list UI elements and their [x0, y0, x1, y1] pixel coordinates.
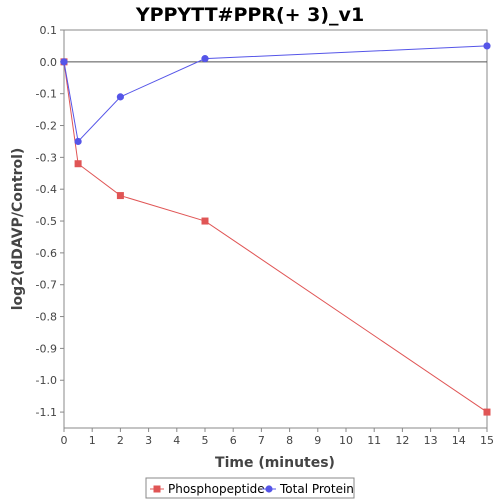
- x-tick-label: 14: [452, 434, 466, 447]
- legend-box: [145, 477, 355, 499]
- x-tick-label: 3: [145, 434, 152, 447]
- legend-label: Total Protein: [279, 482, 354, 496]
- data-point: [116, 93, 124, 101]
- data-point: [483, 42, 491, 50]
- x-axis: 0 1 2 3 4 5 6 7 8 9 10 11 12 13 14 15: [61, 428, 494, 447]
- y-tick-label: 0.0: [40, 56, 58, 69]
- legend-item: Phosphopeptide: [150, 482, 265, 496]
- x-tick-label: 13: [424, 434, 438, 447]
- y-tick-label: -0.9: [36, 342, 57, 355]
- data-point: [483, 408, 491, 416]
- y-tick-label: -0.1: [36, 88, 57, 101]
- y-tick-label: -0.5: [36, 215, 57, 228]
- x-tick-label: 2: [117, 434, 124, 447]
- x-tick-label: 4: [173, 434, 180, 447]
- x-tick-label: 12: [395, 434, 409, 447]
- plot-area: [63, 29, 488, 429]
- y-axis: 0.1 0.0 -0.1 -0.2 -0.3 -0.4 -0.5 -0.6 -0.7 -0.8 -0…: [36, 24, 64, 419]
- y-tick-label: -0.2: [36, 120, 57, 133]
- y-tick-label: -0.4: [36, 183, 57, 196]
- legend-item: Total Protein: [262, 482, 354, 496]
- data-point: [60, 58, 68, 66]
- y-tick-label: 0.1: [40, 24, 58, 37]
- x-tick-label: 1: [89, 434, 96, 447]
- data-point: [201, 55, 209, 63]
- data-point: [201, 217, 209, 225]
- y-tick-label: -1.1: [36, 406, 57, 419]
- y-tick-label: -0.6: [36, 247, 57, 260]
- y-tick-label: -1.0: [36, 374, 57, 387]
- legend-marker: [153, 485, 161, 493]
- y-tick-label: -0.7: [36, 279, 57, 292]
- x-tick-label: 0: [61, 434, 68, 447]
- x-tick-label: 8: [286, 434, 293, 447]
- legend-label: Phosphopeptide: [168, 482, 265, 496]
- data-point: [74, 137, 82, 146]
- legend-marker: [265, 485, 273, 493]
- x-tick-label: 10: [339, 434, 353, 447]
- x-tick-label: 6: [230, 434, 237, 447]
- series-layer: [60, 42, 491, 416]
- x-axis-label: Time (minutes): [215, 455, 335, 471]
- series-total-protein: [60, 42, 491, 146]
- x-tick-label: 9: [314, 434, 321, 447]
- data-point: [74, 160, 82, 168]
- x-tick-label: 5: [202, 434, 209, 447]
- y-tick-label: -0.8: [36, 311, 57, 324]
- x-tick-label: 11: [367, 434, 381, 447]
- data-point: [116, 192, 124, 200]
- legend: Phosphopeptide Total Protein: [145, 477, 355, 499]
- y-tick-label: -0.3: [36, 151, 57, 164]
- y-axis-label: log2(dDAVP/Control): [10, 148, 26, 311]
- chart-title: YPPYTT#PPR(+ 3)_v1: [135, 4, 364, 26]
- x-tick-label: 7: [258, 434, 265, 447]
- x-tick-label: 15: [480, 434, 494, 447]
